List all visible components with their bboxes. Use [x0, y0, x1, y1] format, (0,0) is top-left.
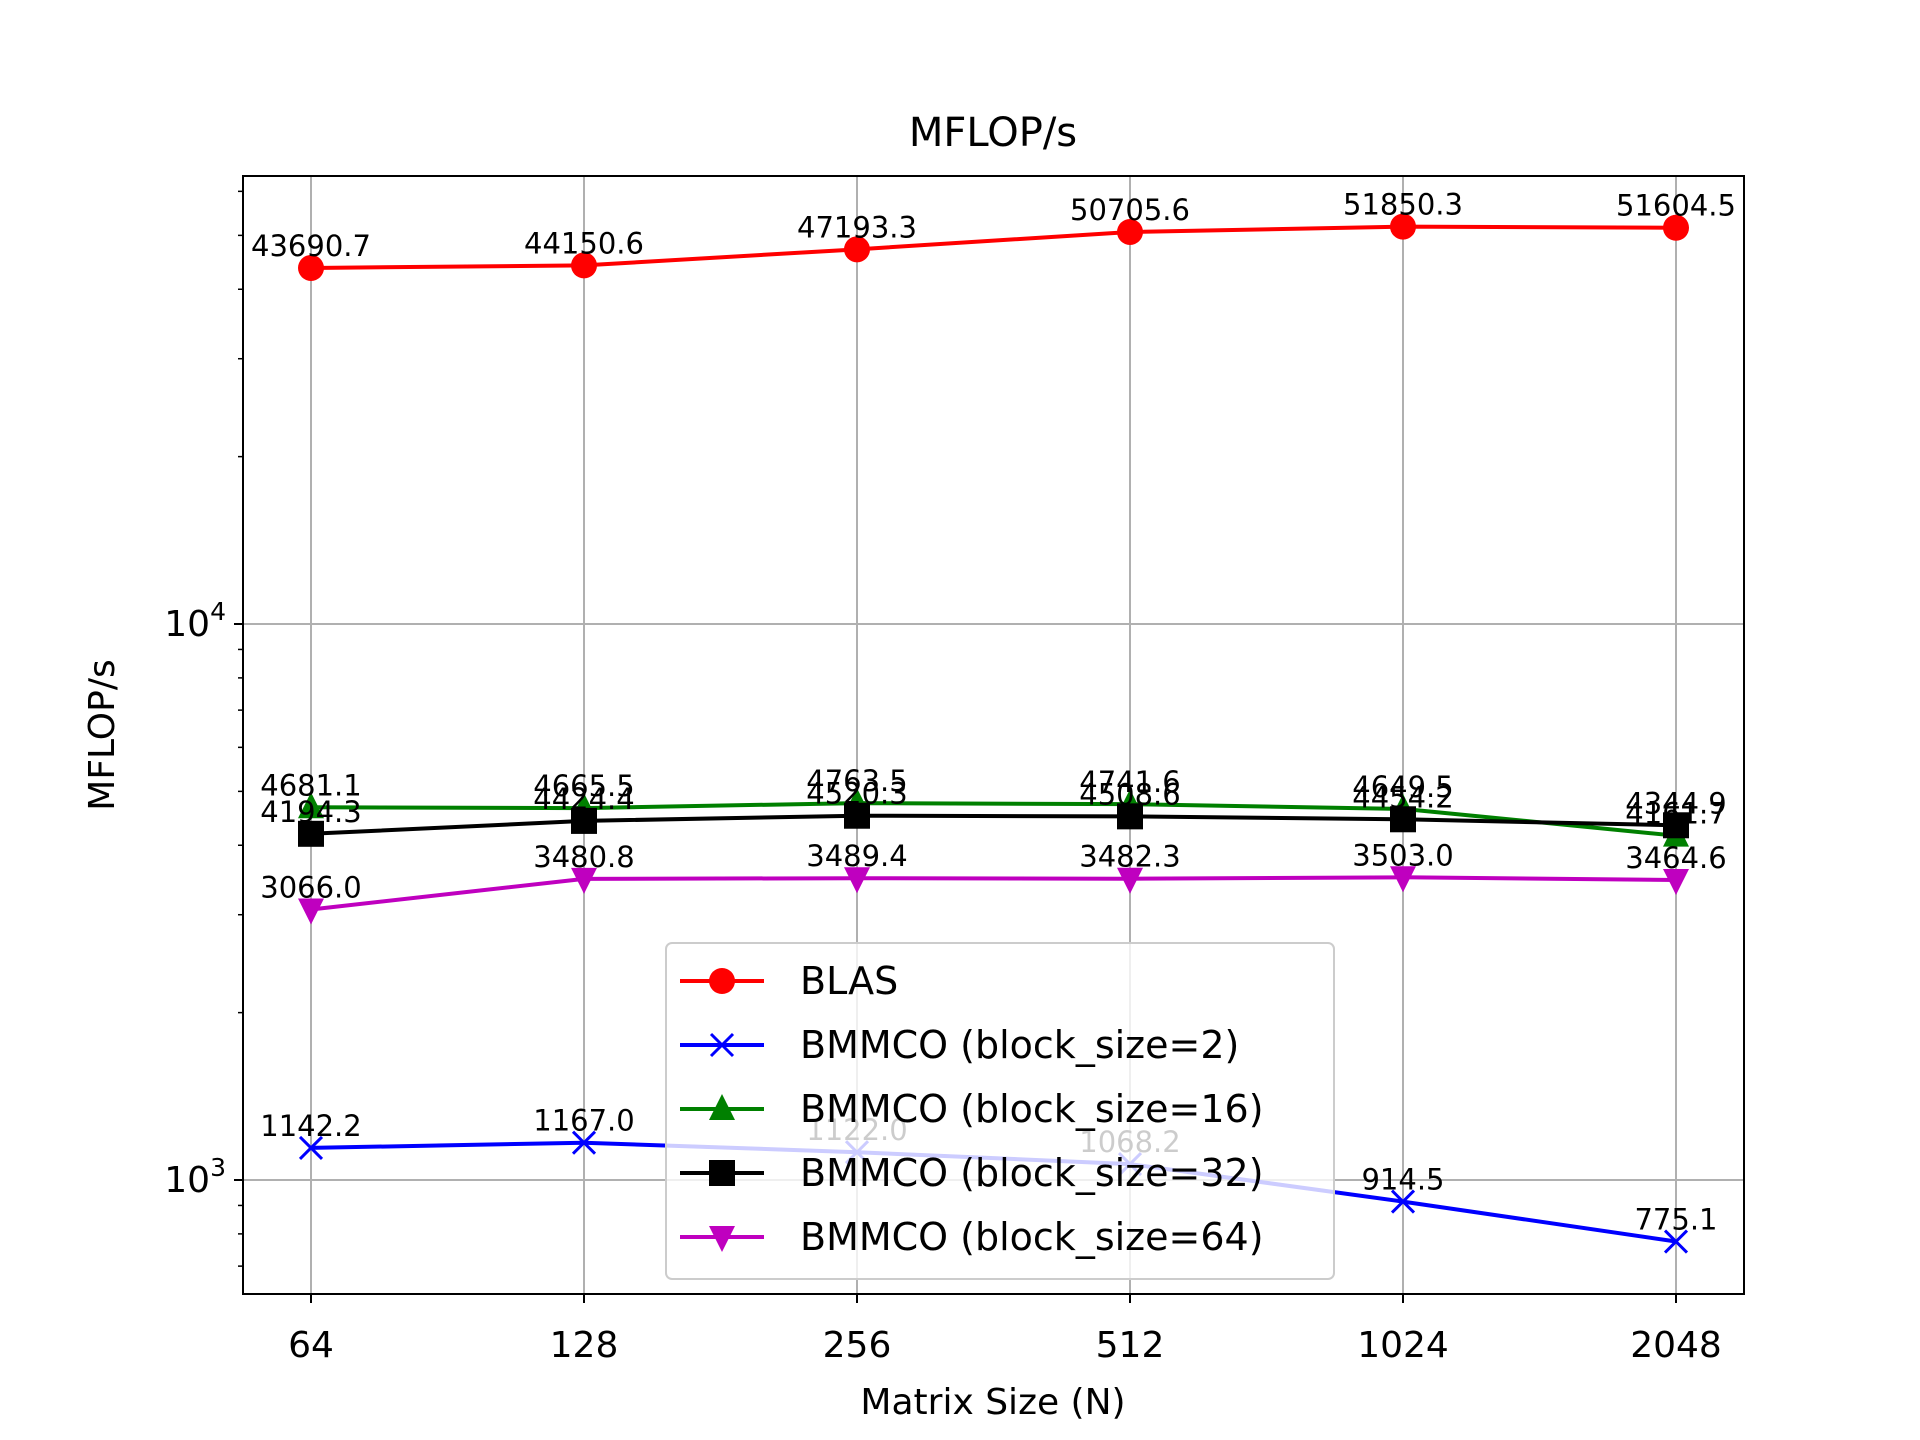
plot-frame	[242, 175, 1745, 1295]
x-tick-label: 2048	[1630, 1325, 1722, 1366]
data-point	[1117, 803, 1143, 830]
legend-marker	[709, 1032, 735, 1058]
series-line	[310, 224, 1677, 270]
y-tick-label: 103	[164, 1153, 226, 1201]
data-point	[298, 254, 324, 281]
data-label: 3480.8	[533, 840, 634, 874]
data-label: 4665.5	[533, 769, 634, 803]
legend-item: BMMCO (block_size=64)	[680, 1215, 1264, 1259]
data-labels: 43690.7 44150.6 47193.3 50705.6 51850.3 51604…	[251, 188, 1736, 1237]
legend-item: BLAS	[680, 959, 898, 1003]
data-label: 4344.9	[1625, 786, 1726, 820]
legend-marker	[709, 1160, 735, 1186]
data-label: 3489.4	[806, 839, 907, 873]
data-label: 4508.6	[1079, 777, 1180, 811]
data-label: 4161.7	[1625, 797, 1726, 831]
legend-label: BLAS	[800, 959, 898, 1003]
data-label: 4520.3	[806, 777, 907, 811]
data-point	[298, 820, 324, 847]
data-point	[844, 867, 870, 894]
series-3	[298, 802, 1689, 847]
data-label: 4194.3	[260, 795, 361, 829]
series-4	[298, 866, 1689, 925]
data-label: 1167.0	[533, 1104, 634, 1138]
series-0	[298, 213, 1689, 281]
data-point	[1663, 812, 1689, 839]
legend-label: BMMCO (block_size=2)	[800, 1023, 1239, 1067]
data-label: 775.1	[1634, 1203, 1717, 1237]
data-label: 3464.6	[1625, 841, 1726, 875]
data-point	[298, 792, 324, 819]
y-tick-label: 104	[164, 597, 226, 645]
data-point	[1390, 806, 1416, 833]
data-label: 51850.3	[1343, 188, 1463, 222]
data-label: 51604.5	[1616, 189, 1736, 223]
x-axis-label: Matrix Size (N)	[860, 1382, 1125, 1423]
legend-label: BMMCO (block_size=32)	[800, 1151, 1264, 1195]
chart-title: MFLOP/s	[909, 110, 1077, 156]
legend-marker	[709, 968, 735, 994]
data-label: 44150.6	[524, 226, 644, 260]
data-point	[571, 1130, 597, 1155]
legend: BLAS BMMCO (block_size=2) BMMCO (block_siz…	[665, 942, 1335, 1280]
data-point	[1663, 1229, 1689, 1254]
axis-ticks: 64 128 256 512 1024 2048 103 104	[164, 190, 1722, 1366]
data-label: 47193.3	[797, 210, 917, 244]
x-tick-label: 64	[288, 1325, 334, 1366]
data-point	[571, 807, 597, 834]
data-label: 4741.6	[1079, 765, 1180, 799]
data-point	[1663, 868, 1689, 895]
x-tick-label: 512	[1096, 1325, 1165, 1366]
series-line	[310, 813, 1677, 836]
data-label: 914.5	[1361, 1163, 1444, 1197]
data-point	[1390, 866, 1416, 893]
series-line	[310, 875, 1677, 912]
legend-marker	[709, 1094, 735, 1120]
data-point	[571, 252, 597, 279]
data-label: 3066.0	[260, 870, 361, 904]
data-label: 1142.2	[260, 1109, 361, 1143]
data-label: 4454.2	[1352, 780, 1453, 814]
x-tick-label: 128	[550, 1325, 619, 1366]
legend-label: BMMCO (block_size=16)	[800, 1087, 1264, 1131]
legend-item: BMMCO (block_size=16)	[680, 1087, 1264, 1131]
data-label: 3503.0	[1352, 838, 1453, 872]
data-point	[1390, 1189, 1416, 1214]
data-label: 4649.5	[1352, 770, 1453, 804]
legend-item: BMMCO (block_size=2)	[680, 1023, 1239, 1067]
data-label: 4424.4	[533, 782, 634, 816]
data-label: 43690.7	[251, 229, 371, 263]
legend-label: BMMCO (block_size=64)	[800, 1215, 1264, 1259]
data-label: 50705.6	[1070, 193, 1190, 227]
data-point	[298, 898, 324, 925]
y-axis-label: MFLOP/s	[82, 659, 123, 810]
x-tick-label: 256	[823, 1325, 892, 1366]
data-point	[1117, 867, 1143, 894]
grid	[243, 176, 1744, 1294]
data-label: 3482.3	[1079, 840, 1180, 874]
x-tick-label: 1024	[1357, 1325, 1449, 1366]
data-point	[1117, 218, 1143, 245]
data-point	[571, 867, 597, 894]
series-line	[310, 801, 1677, 838]
data-point	[1663, 214, 1689, 241]
legend-item: BMMCO (block_size=32)	[680, 1151, 1264, 1195]
legend-marker	[709, 1226, 735, 1252]
data-point	[1390, 213, 1416, 240]
data-point	[844, 802, 870, 829]
data-label: 4763.5	[806, 764, 907, 798]
data-label: 4681.1	[260, 768, 361, 802]
legend-box	[665, 942, 1335, 1280]
data-point	[298, 1135, 324, 1160]
series-layer	[298, 213, 1689, 1254]
data-point	[844, 236, 870, 263]
